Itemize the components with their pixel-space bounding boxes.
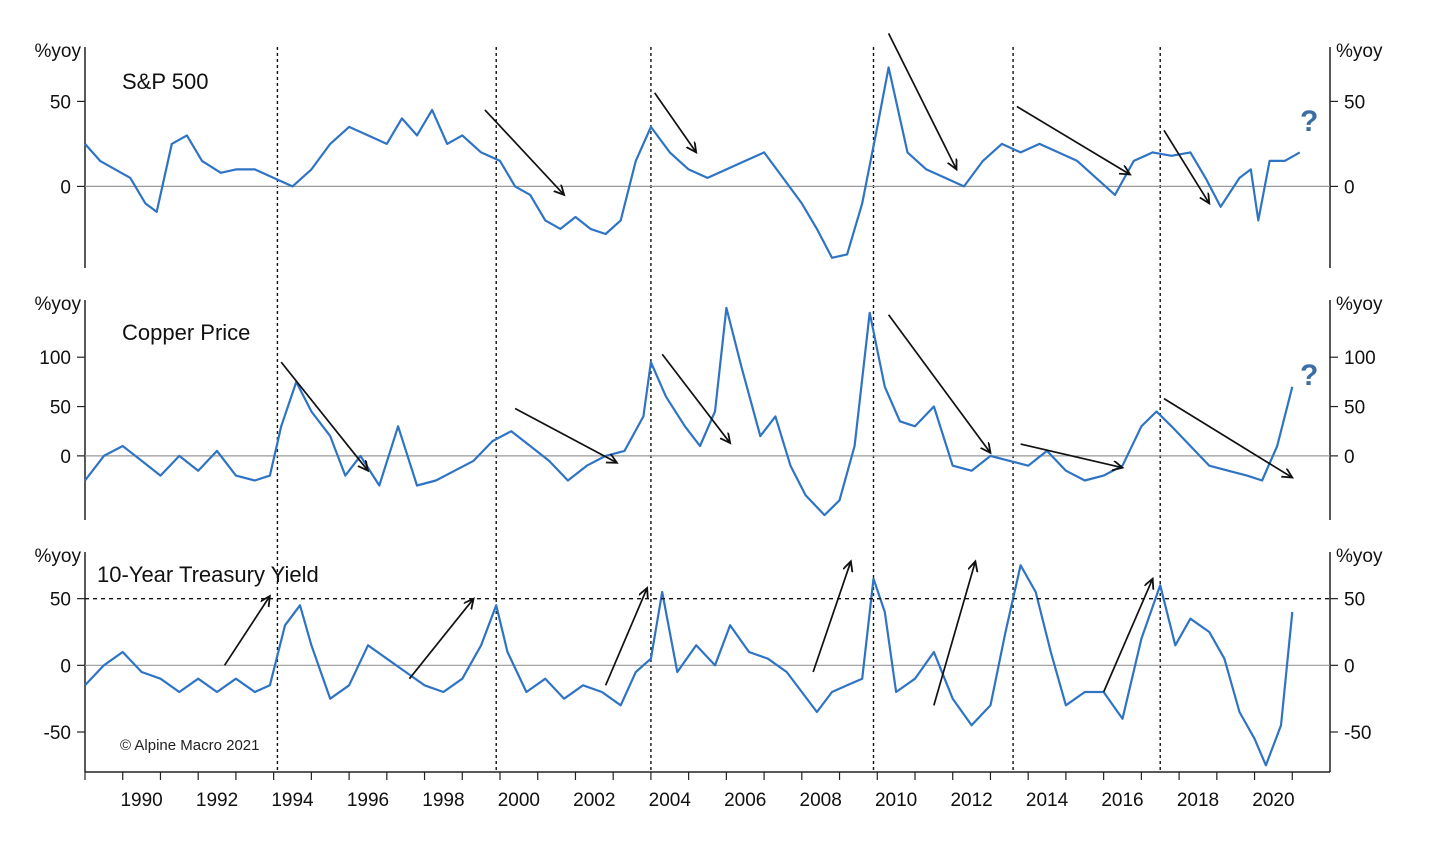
series-line [84,66,1301,259]
x-tick-label: 1992 [196,790,238,811]
left-y-tick-label: 50 [50,92,71,113]
trend-arrow [1163,129,1209,203]
trend-arrow [280,361,368,471]
trend-arrow [1163,397,1292,478]
left-y-tick-label: 50 [50,590,71,611]
vertical-guides [276,47,1161,772]
panel-title: S&P 500 [122,69,208,94]
left-unit-label: %yoy [35,294,82,315]
x-tick-label: 2008 [800,790,842,811]
trend-arrow [661,353,730,443]
right-y-tick-label: 0 [1344,656,1355,677]
trend-arrow [933,561,976,706]
left-unit-label: %yoy [35,41,82,62]
trend-arrow [408,599,473,680]
left-y-tick-label: 0 [60,177,71,198]
right-y-tick-label: 0 [1344,177,1355,198]
panel-1: %yoy %yoy S&P 500 0 0 50 50 [35,41,1383,268]
trend-arrow [1016,105,1130,175]
series-line [84,306,1294,517]
x-tick-label: 2010 [875,790,917,811]
left-y-tick-label: -50 [44,723,71,744]
right-y-tick-label: 50 [1344,398,1365,419]
x-tick-label: 1990 [120,790,162,811]
x-tick-label: 2020 [1252,790,1294,811]
panels: %yoy %yoy S&P 500 0 0 50 50 %yoy %yoy Copper Pric… [35,33,1383,772]
panel-title: 10-Year Treasury Yield [97,562,319,587]
x-tick-label: 1996 [347,790,389,811]
trend-arrow [514,407,617,463]
right-unit-label: %yoy [1336,41,1383,62]
right-y-tick-label: -50 [1344,723,1371,744]
x-tick-label: 2002 [573,790,615,811]
x-tick-label: 2006 [724,790,766,811]
x-axis: 1990 1992 1994 1996 1998 2000 2002 2004 2006 2008… [84,771,1330,811]
x-tick-label: 2018 [1177,790,1219,811]
trend-arrow [887,33,957,169]
left-unit-label: %yoy [35,546,82,567]
x-tick-label: 2014 [1026,790,1069,811]
x-tick-label: 1994 [271,790,314,811]
trend-arrow [1102,579,1153,693]
x-tick-label: 2000 [498,790,540,811]
series-line [84,564,1294,767]
right-y-tick-label: 100 [1344,348,1376,369]
trend-arrow [1020,443,1123,468]
right-y-tick-label: 50 [1344,590,1365,611]
left-y-tick-label: 100 [39,348,71,369]
trend-arrow [653,92,697,152]
panel-title: Copper Price [122,320,250,345]
trend-arrow [484,109,564,195]
left-y-tick-label: 0 [60,656,71,677]
x-tick-label: 2004 [649,790,692,811]
right-y-tick-label: 0 [1344,447,1355,468]
copper-question-mark: ? [1300,359,1318,392]
left-y-tick-label: 0 [60,447,71,468]
left-y-tick-label: 50 [50,398,71,419]
trend-arrow [812,561,851,673]
trend-arrow [604,588,648,686]
trend-arrow [887,314,991,453]
copyright-text: © Alpine Macro 2021 [120,737,259,754]
sp500-question-mark: ? [1300,105,1318,138]
panel-3: %yoy %yoy 10-Year Treasury Yield -50 -50 0 0 50… [35,546,1383,772]
right-unit-label: %yoy [1336,546,1383,567]
panel-2: %yoy %yoy Copper Price 0 0 50 50 100 100 [35,294,1383,520]
x-tick-label: 1998 [422,790,464,811]
right-y-tick-label: 50 [1344,92,1365,113]
x-tick-label: 2016 [1101,790,1143,811]
trend-arrow [223,596,270,666]
x-tick-label: 2012 [950,790,992,811]
right-unit-label: %yoy [1336,294,1383,315]
